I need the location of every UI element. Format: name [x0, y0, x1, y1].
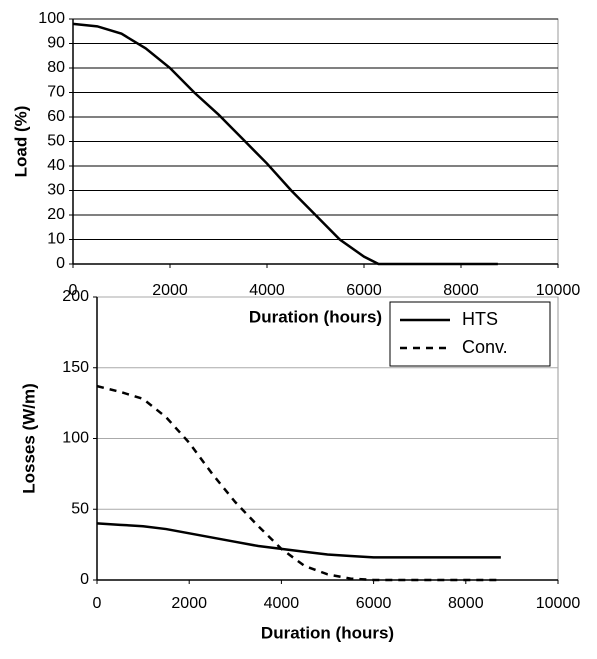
y-tick-label: 20 [47, 206, 65, 223]
y-tick-label: 40 [47, 157, 65, 174]
y-tick-label: 50 [71, 500, 89, 517]
x-axis-title: Duration (hours) [249, 307, 382, 326]
x-tick-label: 0 [69, 282, 78, 299]
y-tick-label: 100 [62, 430, 89, 447]
y-tick-label: 60 [47, 108, 65, 125]
y-tick-label: 70 [47, 84, 65, 101]
x-tick-label: 6000 [346, 282, 382, 299]
x-axis-title: Duration (hours) [261, 623, 394, 642]
y-tick-label: 100 [38, 10, 65, 27]
legend-label: HTS [462, 309, 498, 329]
x-tick-label: 2000 [171, 595, 207, 612]
x-tick-label: 8000 [443, 282, 479, 299]
x-tick-label: 2000 [152, 282, 188, 299]
y-tick-label: 200 [62, 288, 89, 305]
y-tick-label: 10 [47, 231, 65, 248]
line [96, 384, 501, 582]
y-tick-label: 50 [47, 133, 65, 150]
x-tick-label: 4000 [249, 282, 285, 299]
y-axis-title: Load (%) [11, 106, 30, 178]
y-tick-label: 0 [56, 255, 65, 272]
x-tick-label: 4000 [264, 595, 300, 612]
x-tick-label: 10000 [536, 595, 581, 612]
x-tick-label: 8000 [448, 595, 484, 612]
line [72, 22, 498, 266]
y-axis-title: Losses (W/m) [19, 383, 38, 494]
y-tick-label: 80 [47, 59, 65, 76]
x-tick-label: 0 [93, 595, 102, 612]
legend-label: Conv. [462, 337, 508, 357]
y-tick-label: 0 [80, 571, 89, 588]
legend [389, 301, 551, 367]
x-tick-label: 10000 [536, 282, 581, 299]
y-tick-label: 90 [47, 35, 65, 52]
y-tick-label: 150 [62, 359, 89, 376]
y-tick-label: 30 [47, 182, 65, 199]
line [96, 522, 501, 559]
x-tick-label: 6000 [356, 595, 392, 612]
